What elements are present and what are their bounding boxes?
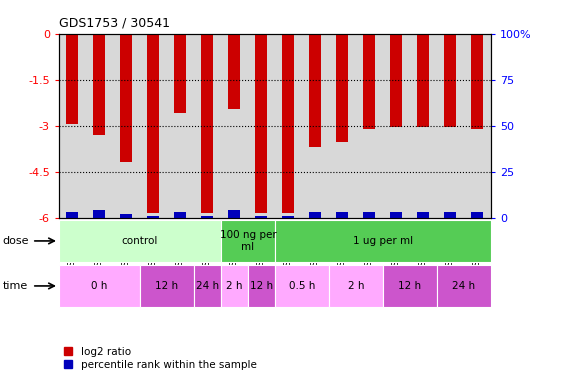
Bar	[221, 265, 248, 307]
Bar	[309, 212, 321, 217]
Bar	[140, 265, 194, 307]
Bar	[120, 34, 132, 162]
Legend: log2 ratio, percentile rank within the sample: log2 ratio, percentile rank within the s…	[64, 346, 256, 370]
Bar	[59, 220, 221, 262]
Text: 0.5 h: 0.5 h	[289, 281, 315, 291]
Bar	[113, 34, 140, 218]
Bar	[86, 34, 113, 218]
Text: dose: dose	[3, 236, 29, 246]
Bar	[221, 34, 248, 218]
Bar	[444, 212, 457, 217]
Bar	[282, 34, 295, 213]
Bar	[59, 34, 86, 218]
Bar	[248, 265, 275, 307]
Bar	[194, 265, 221, 307]
Text: GDS1753 / 30541: GDS1753 / 30541	[59, 17, 170, 30]
Bar	[364, 212, 375, 217]
Bar	[201, 34, 214, 213]
Text: 24 h: 24 h	[452, 281, 475, 291]
Bar	[437, 34, 464, 218]
Bar	[390, 212, 402, 217]
Bar	[248, 34, 275, 218]
Bar	[410, 34, 437, 218]
Bar	[471, 34, 484, 129]
Bar	[329, 34, 356, 218]
Text: 2 h: 2 h	[226, 281, 243, 291]
Bar	[174, 212, 186, 217]
Bar	[59, 265, 140, 307]
Bar	[471, 212, 484, 217]
Text: 2 h: 2 h	[348, 281, 364, 291]
Text: 1 ug per ml: 1 ug per ml	[353, 236, 413, 246]
Bar	[255, 216, 268, 217]
Bar	[228, 210, 241, 218]
Text: time: time	[3, 281, 28, 291]
Bar	[329, 265, 383, 307]
Bar	[275, 265, 329, 307]
Bar	[383, 34, 410, 218]
Bar	[383, 265, 437, 307]
Bar	[194, 34, 221, 218]
Bar	[93, 210, 105, 218]
Text: 24 h: 24 h	[196, 281, 219, 291]
Bar	[356, 34, 383, 218]
Bar	[66, 34, 79, 124]
Bar	[167, 34, 194, 218]
Text: 12 h: 12 h	[250, 281, 273, 291]
Bar	[140, 34, 167, 218]
Bar	[201, 216, 214, 217]
Bar	[437, 265, 491, 307]
Bar	[336, 34, 348, 142]
Bar	[221, 220, 275, 262]
Bar	[66, 212, 79, 217]
Bar	[464, 34, 491, 218]
Bar	[93, 34, 105, 135]
Bar	[275, 220, 491, 262]
Text: 12 h: 12 h	[398, 281, 421, 291]
Bar	[364, 34, 375, 129]
Bar	[228, 34, 241, 109]
Bar	[417, 34, 430, 127]
Bar	[309, 34, 321, 147]
Text: control: control	[122, 236, 158, 246]
Bar	[417, 212, 430, 217]
Text: 12 h: 12 h	[155, 281, 178, 291]
Text: 0 h: 0 h	[91, 281, 108, 291]
Bar	[120, 214, 132, 217]
Bar	[336, 212, 348, 217]
Text: 100 ng per
ml: 100 ng per ml	[219, 230, 276, 252]
Bar	[302, 34, 329, 218]
Bar	[282, 216, 295, 217]
Bar	[148, 216, 159, 217]
Bar	[255, 34, 268, 213]
Bar	[390, 34, 402, 127]
Bar	[275, 34, 302, 218]
Bar	[148, 34, 159, 213]
Bar	[444, 34, 457, 127]
Bar	[174, 34, 186, 113]
